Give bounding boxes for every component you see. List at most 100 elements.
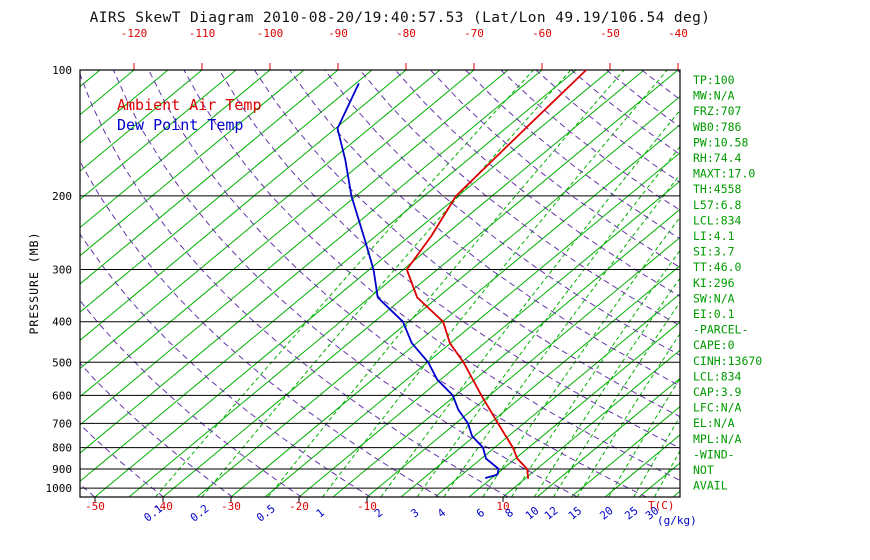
stat-line: CAPE:0 bbox=[693, 338, 735, 352]
legend-ambient-air-temp: Ambient Air Temp bbox=[117, 96, 262, 114]
isotherm-line bbox=[80, 70, 577, 482]
mixing-ratio-line bbox=[322, 70, 668, 497]
dew-point-temp-trace bbox=[336, 83, 500, 479]
top-temp-tick-label: -90 bbox=[328, 27, 348, 40]
isotherm-line bbox=[468, 321, 680, 497]
isotherm-gridlines bbox=[80, 70, 680, 497]
stat-line: SW:N/A bbox=[693, 291, 735, 305]
sounding-traces bbox=[336, 70, 588, 479]
pressure-tick-label: 800 bbox=[52, 442, 72, 455]
stat-line: EI:0.1 bbox=[693, 307, 735, 321]
stat-line: LFC:N/A bbox=[693, 401, 742, 415]
isotherm-line bbox=[230, 124, 680, 497]
top-temp-tick-label: -70 bbox=[464, 27, 484, 40]
stat-line: MAXT:17.0 bbox=[693, 167, 755, 181]
pressure-tick-label: 600 bbox=[52, 389, 72, 402]
isotherm-line bbox=[80, 70, 271, 229]
stat-line: WB0:786 bbox=[693, 120, 742, 134]
temp-unit-label: T(C) bbox=[648, 499, 675, 512]
mixing-ratio-tick-label: 25 bbox=[622, 504, 640, 522]
stat-line: NOT bbox=[693, 463, 714, 477]
mixing-ratio-tick-label: 3 bbox=[408, 506, 421, 520]
mixing-ratio-tick-label: 0.2 bbox=[188, 502, 212, 524]
pressure-tick-label: 100 bbox=[52, 64, 72, 77]
isotherm-line bbox=[80, 70, 475, 398]
stat-line: MPL:N/A bbox=[693, 432, 742, 446]
pressure-axis-label: PRESSURE (MB) bbox=[27, 231, 41, 334]
stat-line: KI:296 bbox=[693, 276, 735, 290]
stat-line: PW:10.58 bbox=[693, 135, 748, 149]
mixing-ratio-tick-label: 0.5 bbox=[254, 502, 278, 524]
isotherm-line bbox=[80, 70, 169, 144]
mixing-ratio-line bbox=[653, 449, 680, 497]
mixing-ratio-tick-label: 20 bbox=[597, 504, 615, 522]
stat-line: RH:74.4 bbox=[693, 151, 742, 165]
dry-adiabat-line bbox=[324, 70, 680, 356]
bottom-temp-tick-label: -20 bbox=[289, 500, 309, 513]
bottom-temp-tick-label: -10 bbox=[357, 500, 377, 513]
isotherm-line bbox=[128, 70, 645, 497]
dry-adiabat-line bbox=[289, 70, 680, 387]
mixing-ratio-unit-label: (g/kg) bbox=[657, 514, 697, 527]
mixing-ratio-line bbox=[552, 301, 680, 497]
dry-adiabat-line bbox=[80, 73, 509, 497]
mixing-ratio-tick-label: 10 bbox=[523, 504, 541, 522]
stat-line: L57:6.8 bbox=[693, 198, 742, 212]
pressure-tick-label: 500 bbox=[52, 356, 72, 369]
stat-line: FRZ:707 bbox=[693, 104, 742, 118]
bottom-temp-tick-label: -50 bbox=[85, 500, 105, 513]
dry-adiabat-line bbox=[80, 159, 440, 497]
mixing-ratio-tick-label: 6 bbox=[474, 506, 487, 520]
top-temp-tick-label: -60 bbox=[532, 27, 552, 40]
isotherm-line bbox=[80, 70, 373, 313]
isotherm-line bbox=[80, 70, 441, 370]
isotherm-line bbox=[570, 405, 680, 497]
dry-adiabat-line bbox=[535, 70, 680, 183]
bottom-temp-tick-label: -40 bbox=[153, 500, 173, 513]
mixing-ratio-line bbox=[576, 332, 680, 497]
isotherm-line bbox=[536, 377, 680, 497]
isotherm-line bbox=[162, 70, 679, 497]
ambient-air-temp-trace bbox=[405, 70, 588, 479]
top-temp-tick-label: -40 bbox=[668, 27, 688, 40]
isotherm-line bbox=[80, 70, 101, 88]
plot-border bbox=[79, 69, 681, 498]
isotherm-line bbox=[80, 70, 305, 257]
bottom-temp-tick-label: 10 bbox=[496, 500, 509, 513]
isotherm-line bbox=[366, 236, 680, 497]
top-temp-tick-label: -80 bbox=[396, 27, 416, 40]
top-temp-tick-label: -110 bbox=[189, 27, 216, 40]
mixing-ratio-tick-label: 2 bbox=[372, 506, 385, 520]
stat-line: TT:46.0 bbox=[693, 260, 742, 274]
isotherm-line bbox=[80, 70, 339, 285]
isotherm-line bbox=[298, 180, 680, 497]
stat-line: LCL:834 bbox=[693, 213, 742, 227]
pressure-tick-label: 1000 bbox=[46, 482, 73, 495]
isotherm-line bbox=[80, 70, 509, 426]
pressure-tick-label: 400 bbox=[52, 316, 72, 329]
isotherm-line bbox=[80, 70, 203, 172]
dry-adiabat-line bbox=[641, 70, 680, 101]
mixing-ratio-line bbox=[267, 70, 625, 497]
isotherm-line bbox=[80, 70, 407, 341]
mixing-ratio-line bbox=[511, 249, 680, 497]
stat-line: LCL:834 bbox=[693, 369, 742, 383]
stat-line: EL:N/A bbox=[693, 416, 735, 430]
isotherm-line bbox=[94, 70, 611, 497]
pressure-tick-label: 200 bbox=[52, 190, 72, 203]
pressure-tick-label: 700 bbox=[52, 417, 72, 430]
isotherm-line bbox=[400, 265, 680, 497]
dry-adiabat-line bbox=[359, 70, 680, 327]
mixing-ratio-line bbox=[533, 277, 680, 497]
stat-line: -WIND- bbox=[693, 447, 735, 461]
top-temp-tick-label: -120 bbox=[121, 27, 148, 40]
legend-dew-point-temp: Dew Point Temp bbox=[117, 116, 243, 134]
mixing-ratio-line bbox=[416, 145, 680, 497]
isotherm-line bbox=[80, 70, 543, 454]
chart-title: AIRS SkewT Diagram 2010-08-20/19:40:57.5… bbox=[90, 10, 711, 26]
stat-line: AVAIL bbox=[693, 479, 728, 493]
top-temp-tick-label: -50 bbox=[600, 27, 620, 40]
